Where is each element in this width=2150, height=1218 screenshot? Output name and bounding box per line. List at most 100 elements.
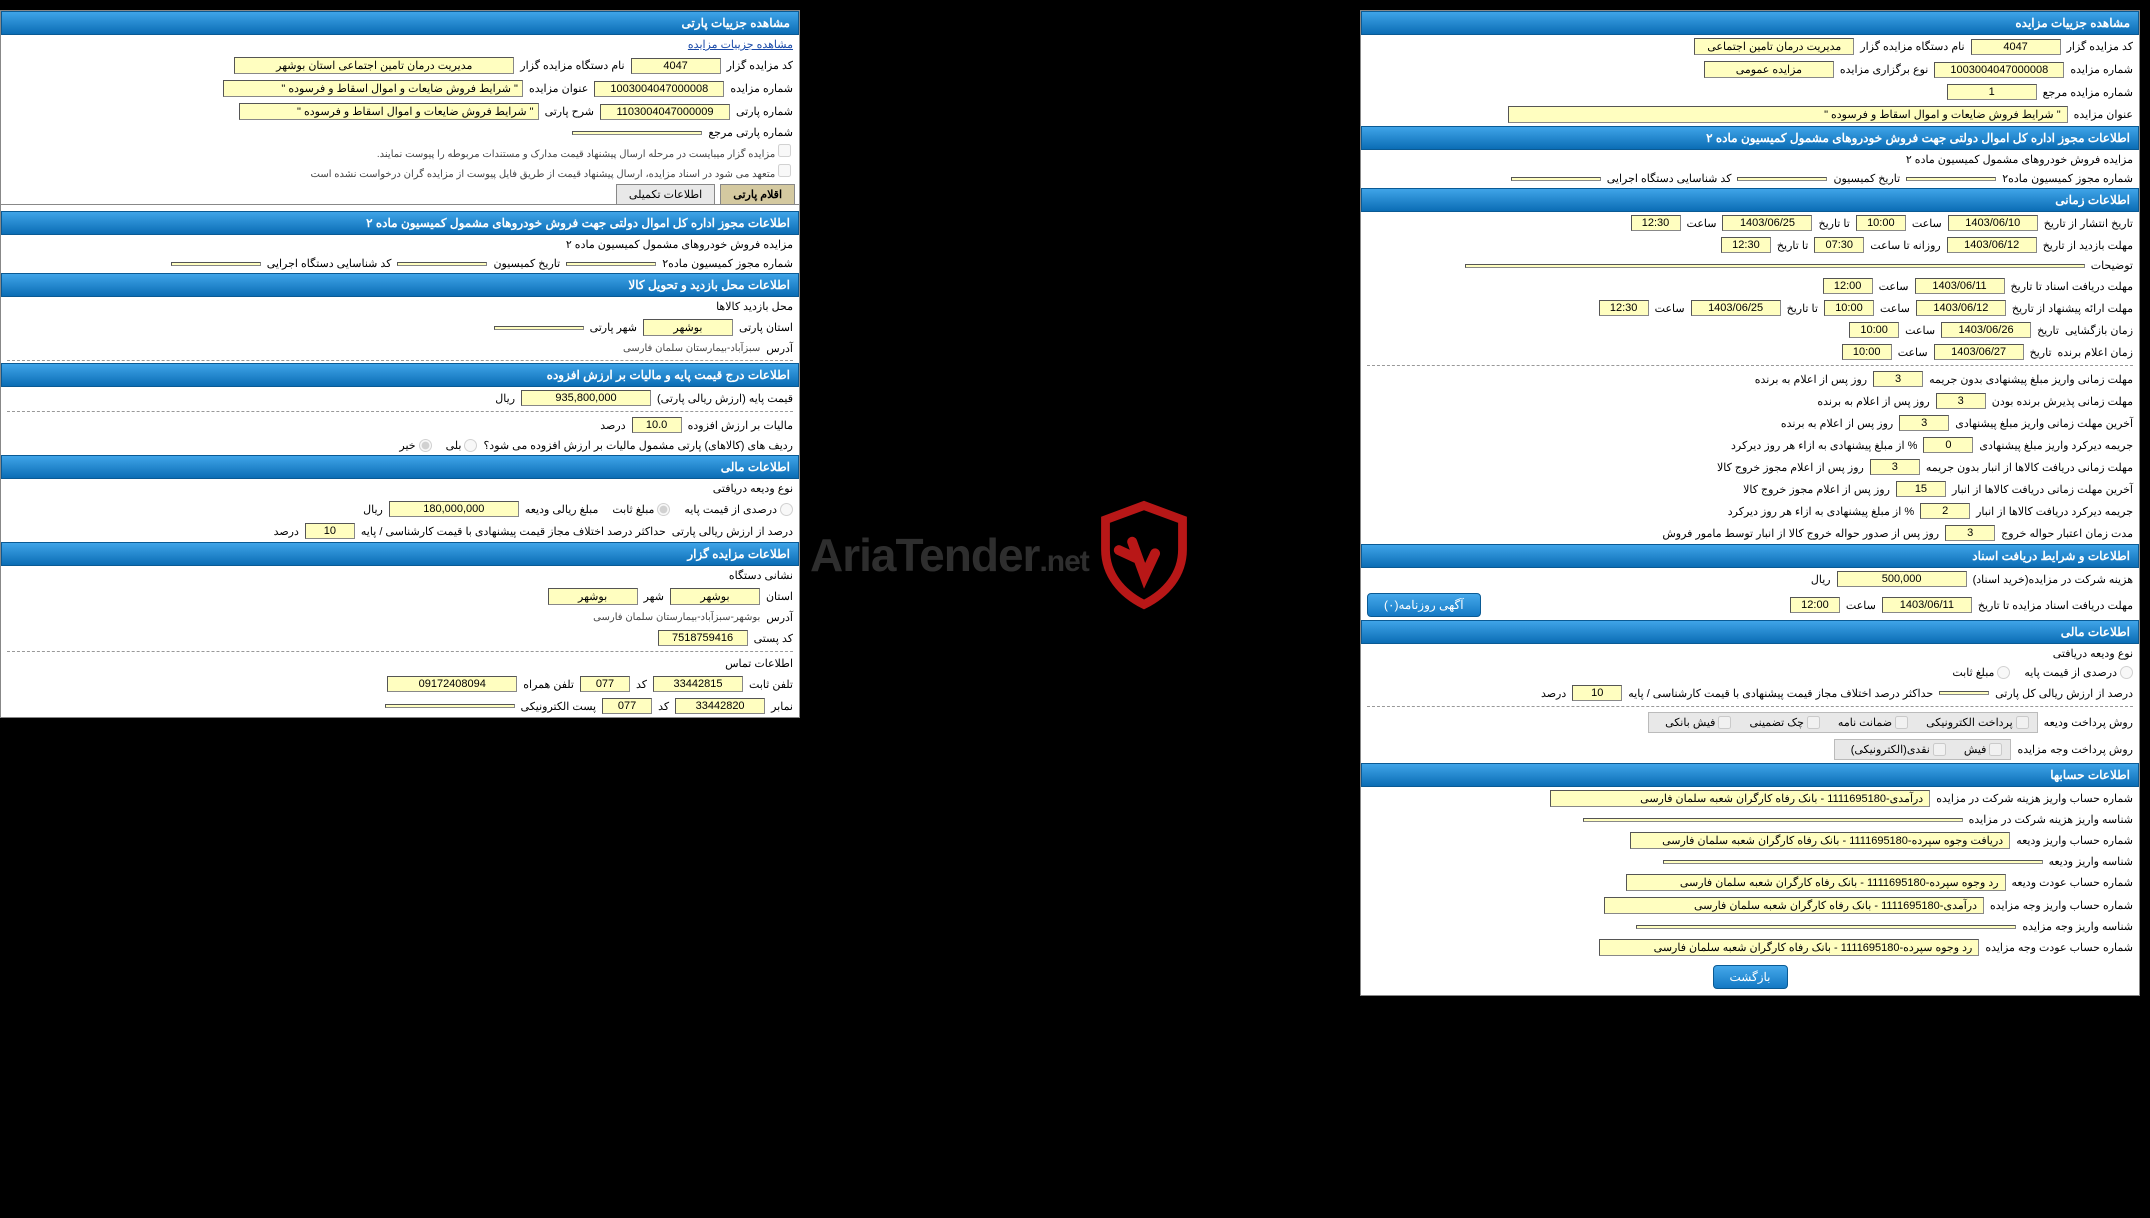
fld-pub-to-t: 12:30: [1631, 215, 1681, 231]
tab-party-items[interactable]: اقلام پارتی: [720, 184, 795, 204]
lbl-zip: کد پستی: [754, 632, 793, 645]
lbl-visit-from: مهلت بازدید از تاریخ: [2043, 239, 2133, 252]
lbl-hour2: ساعت: [1687, 217, 1717, 230]
lbl-pct-all-l: درصد از ارزش ریالی پارتی: [672, 525, 793, 538]
auction-details-panel: مشاهده جزییات مزایده کد مزایده گزار 4047…: [1360, 10, 2140, 996]
fld-offer-to-t: 12:30: [1599, 300, 1649, 316]
fld-auth-date-l[interactable]: [397, 262, 487, 266]
lbl-d6: آخرین مهلت زمانی دریافت کالاها از انبار: [1952, 483, 2133, 496]
fld-fxcode: 077: [602, 698, 652, 714]
radio-no[interactable]: خیر: [399, 439, 431, 452]
fld-offer-to: 1403/06/25: [1691, 300, 1781, 316]
chk-cash[interactable]: نقدی(الکترونیکی): [1851, 743, 1946, 756]
newspaper-ad-button[interactable]: آگهی روزنامه(۰): [1367, 593, 1481, 617]
radio-pct-base[interactable]: درصدی از قیمت پایه: [2024, 666, 2133, 679]
lbl-agency: نام دستگاه مزایده گزار: [1860, 40, 1964, 53]
fld-d2: 3: [1936, 393, 1986, 409]
lbl-winner: زمان اعلام برنده: [2058, 346, 2133, 359]
u-d3: روز پس از اعلام به برنده: [1781, 417, 1893, 430]
lbl-open: زمان بازگشایی: [2065, 324, 2133, 337]
fld-acc4[interactable]: [1663, 860, 2043, 864]
lbl-acc4: شناسه واریز ودیعه: [2049, 855, 2133, 868]
fld-acc2[interactable]: [1583, 818, 1963, 822]
lbl-type: نوع برگزاری مزایده: [1840, 63, 1928, 76]
fld-auth-date[interactable]: [1737, 177, 1827, 181]
fld-visit-from: 1403/06/12: [1947, 237, 2037, 253]
radio-fixed[interactable]: مبلغ ثابت: [1952, 666, 2010, 679]
chk-guarantee[interactable]: ضمانت نامه: [1838, 716, 1908, 729]
fld-l-ref[interactable]: [572, 131, 702, 135]
u-d4: % از مبلغ پیشنهادی به ازاء هر روز دیرکرد: [1731, 439, 1917, 452]
lbl-fee: هزینه شرکت در مزایده(خرید اسناد): [1973, 573, 2133, 586]
fld-auth-num-l[interactable]: [566, 262, 656, 266]
lbl-auth-num-l: شماره مجوز کمیسیون ماده۲: [662, 257, 793, 270]
lbl-acc3: شماره حساب واریز ودیعه: [2016, 834, 2133, 847]
auction-pay-methods: فیش نقدی(الکترونیکی): [1834, 739, 2012, 760]
u-rial-l: ریال: [495, 392, 515, 405]
u-d7: % از مبلغ پیشنهادی به ازاء هر روز دیرکرد: [1728, 505, 1914, 518]
fld-acc6: درآمدی-1111695180 - بانک رفاه کارگران شع…: [1604, 897, 1984, 914]
hdr-auth-l: اطلاعات مجوز اداره کل اموال دولتی جهت فر…: [1, 211, 799, 235]
u-pct: درصد: [1541, 687, 1566, 700]
fld-d1: 3: [1873, 371, 1923, 387]
watermark-text: AriaTender.net: [810, 528, 1089, 582]
chk-slip2[interactable]: فیش: [1964, 743, 2003, 756]
radio-pct-base-l[interactable]: درصدی از قیمت پایه: [684, 503, 793, 516]
chk-epay[interactable]: پرداخت الکترونیکی: [1926, 716, 2029, 729]
lbl-h4: ساعت: [1880, 302, 1910, 315]
radio-fixed-l[interactable]: مبلغ ثابت: [612, 503, 670, 516]
hdr-fin-r: اطلاعات مالی: [1361, 620, 2139, 644]
fld-winner: 1403/06/27: [1934, 344, 2024, 360]
fld-open: 1403/06/26: [1941, 322, 2031, 338]
lbl-pay-auction: روش پرداخت وجه مزایده: [2017, 743, 2133, 756]
fld-ref: 1: [1947, 84, 2037, 100]
fld-notes[interactable]: [1465, 264, 2085, 268]
lbl-fxcode: کد: [658, 700, 669, 713]
fld-d5: 3: [1870, 459, 1920, 475]
fld-acc7[interactable]: [1636, 925, 2016, 929]
view-auction-link[interactable]: مشاهده جزییات مزایده: [688, 38, 793, 51]
lbl-org-full: آدرس: [766, 611, 793, 624]
shield-icon: [1089, 500, 1199, 610]
lbl-d4: جریمه دیرکرد واریز مبلغ پیشنهادی: [1979, 439, 2133, 452]
lbl-notes: توضیحات: [2091, 259, 2133, 272]
lbl-max-diff-l: حداکثر درصد اختلاف مجاز قیمت پیشنهادی با…: [361, 525, 666, 538]
fld-mobile: 09172408094: [387, 676, 517, 692]
fld-auth-exec[interactable]: [1511, 177, 1601, 181]
fld-auth-num[interactable]: [1906, 177, 1996, 181]
fld-offer-from-t: 10:00: [1824, 300, 1874, 316]
fld-city[interactable]: [494, 326, 584, 330]
lbl-fax: نمابر: [771, 700, 793, 713]
chk-slip[interactable]: فیش بانکی: [1665, 716, 1731, 729]
hdr-auth: اطلاعات مجوز اداره کل اموال دولتی جهت فر…: [1361, 126, 2139, 150]
lbl-ref: شماره مزایده مرجع: [2043, 86, 2133, 99]
lbl-d3: آخرین مهلت زمانی واریز مبلغ پیشنهادی: [1955, 417, 2133, 430]
hdr-price: اطلاعات درج قیمت پایه و مالیات بر ارزش ا…: [1, 363, 799, 387]
fld-auth-exec-l[interactable]: [171, 262, 261, 266]
radio-yes[interactable]: بلی: [446, 439, 478, 452]
fld-d6: 15: [1896, 481, 1946, 497]
back-button[interactable]: بازگشت: [1713, 965, 1788, 989]
tab-extra-info[interactable]: اطلاعات تکمیلی: [616, 184, 715, 204]
fld-doc-to: 1403/06/11: [1915, 278, 2005, 294]
fld-amount: 180,000,000: [389, 501, 519, 517]
fld-l-title: " شرایط فروش ضایعات و اموال اسقاط و فرسو…: [223, 80, 523, 97]
watermark-logo: AriaTender.net: [810, 500, 1199, 610]
fld-dl-time: 12:00: [1790, 597, 1840, 613]
fld-email[interactable]: [385, 704, 515, 708]
chk-check[interactable]: چک تضمینی: [1749, 716, 1819, 729]
fld-l-party: 1103004047000009: [600, 104, 730, 120]
lbl-deposit-type: نوع ودیعه دریافتی: [2053, 647, 2133, 660]
lbl-d7: جریمه دیرکرد دریافت کالاها از انبار: [1976, 505, 2133, 518]
note-2: متعهد می شود در اسناد مزایده، ارسال پیشن…: [1, 162, 799, 182]
fld-l-desc: " شرایط فروش ضایعات و اموال اسقاط و فرسو…: [239, 103, 539, 120]
lbl-auth-num: شماره مجوز کمیسیون ماده۲: [2002, 172, 2133, 185]
party-details-panel: مشاهده جزییات پارتی مشاهده جزییات مزایده…: [0, 10, 800, 718]
fld-acc3: دریافت وجوه سپرده-1111695180 - بانک رفاه…: [1630, 832, 2010, 849]
fld-winner-t: 10:00: [1842, 344, 1892, 360]
lbl-vat: مالیات بر ارزش افزوده: [688, 419, 793, 432]
fld-offer-from: 1403/06/12: [1916, 300, 2006, 316]
fld-pct-all[interactable]: [1939, 691, 1989, 695]
tab-bar: اقلام پارتی اطلاعات تکمیلی: [1, 182, 799, 205]
hdr-doccond: اطلاعات و شرایط دریافت اسناد: [1361, 544, 2139, 568]
